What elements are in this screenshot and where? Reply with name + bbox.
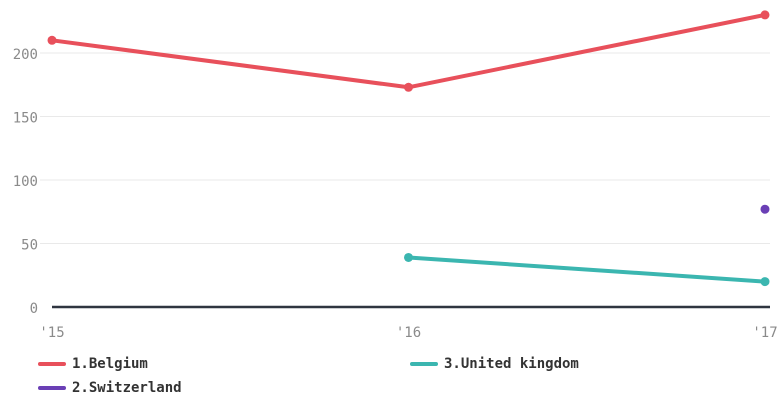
series-line-united-kingdom bbox=[406, 255, 767, 284]
legend-swatch-united-kingdom bbox=[410, 362, 438, 366]
data-point-belgium-1[interactable] bbox=[404, 82, 413, 92]
legend-swatch-switzerland bbox=[38, 386, 66, 390]
data-point-belgium-2[interactable] bbox=[760, 10, 770, 20]
data-point-switzerland-2[interactable] bbox=[760, 204, 770, 214]
series-line-belgium bbox=[50, 12, 767, 90]
y-tick-label-50: 50 bbox=[21, 238, 38, 254]
legend-item-belgium[interactable]: 1.Belgium bbox=[38, 356, 148, 372]
legend-label-switzerland: 2.Switzerland bbox=[72, 380, 182, 396]
legend-label-belgium: 1.Belgium bbox=[72, 356, 148, 372]
x-tick-label-2: '17 bbox=[752, 325, 777, 341]
x-tick-label-1: '16 bbox=[396, 325, 421, 341]
data-point-united-kingdom-2[interactable] bbox=[760, 277, 770, 287]
y-tick-label-100: 100 bbox=[13, 174, 38, 190]
y-tick-label-200: 200 bbox=[13, 47, 38, 63]
y-tick-label-150: 150 bbox=[13, 111, 38, 127]
legend-swatch-belgium bbox=[38, 362, 66, 366]
legend-label-united-kingdom: 3.United kingdom bbox=[444, 356, 579, 372]
x-tick-label-0: '15 bbox=[39, 325, 64, 341]
legend-item-united-kingdom[interactable]: 3.United kingdom bbox=[410, 356, 579, 372]
y-tick-label-0: 0 bbox=[30, 301, 38, 317]
legend-item-switzerland[interactable]: 2.Switzerland bbox=[38, 380, 182, 396]
data-point-united-kingdom-1[interactable] bbox=[404, 252, 413, 262]
data-point-belgium-0[interactable] bbox=[47, 35, 57, 45]
